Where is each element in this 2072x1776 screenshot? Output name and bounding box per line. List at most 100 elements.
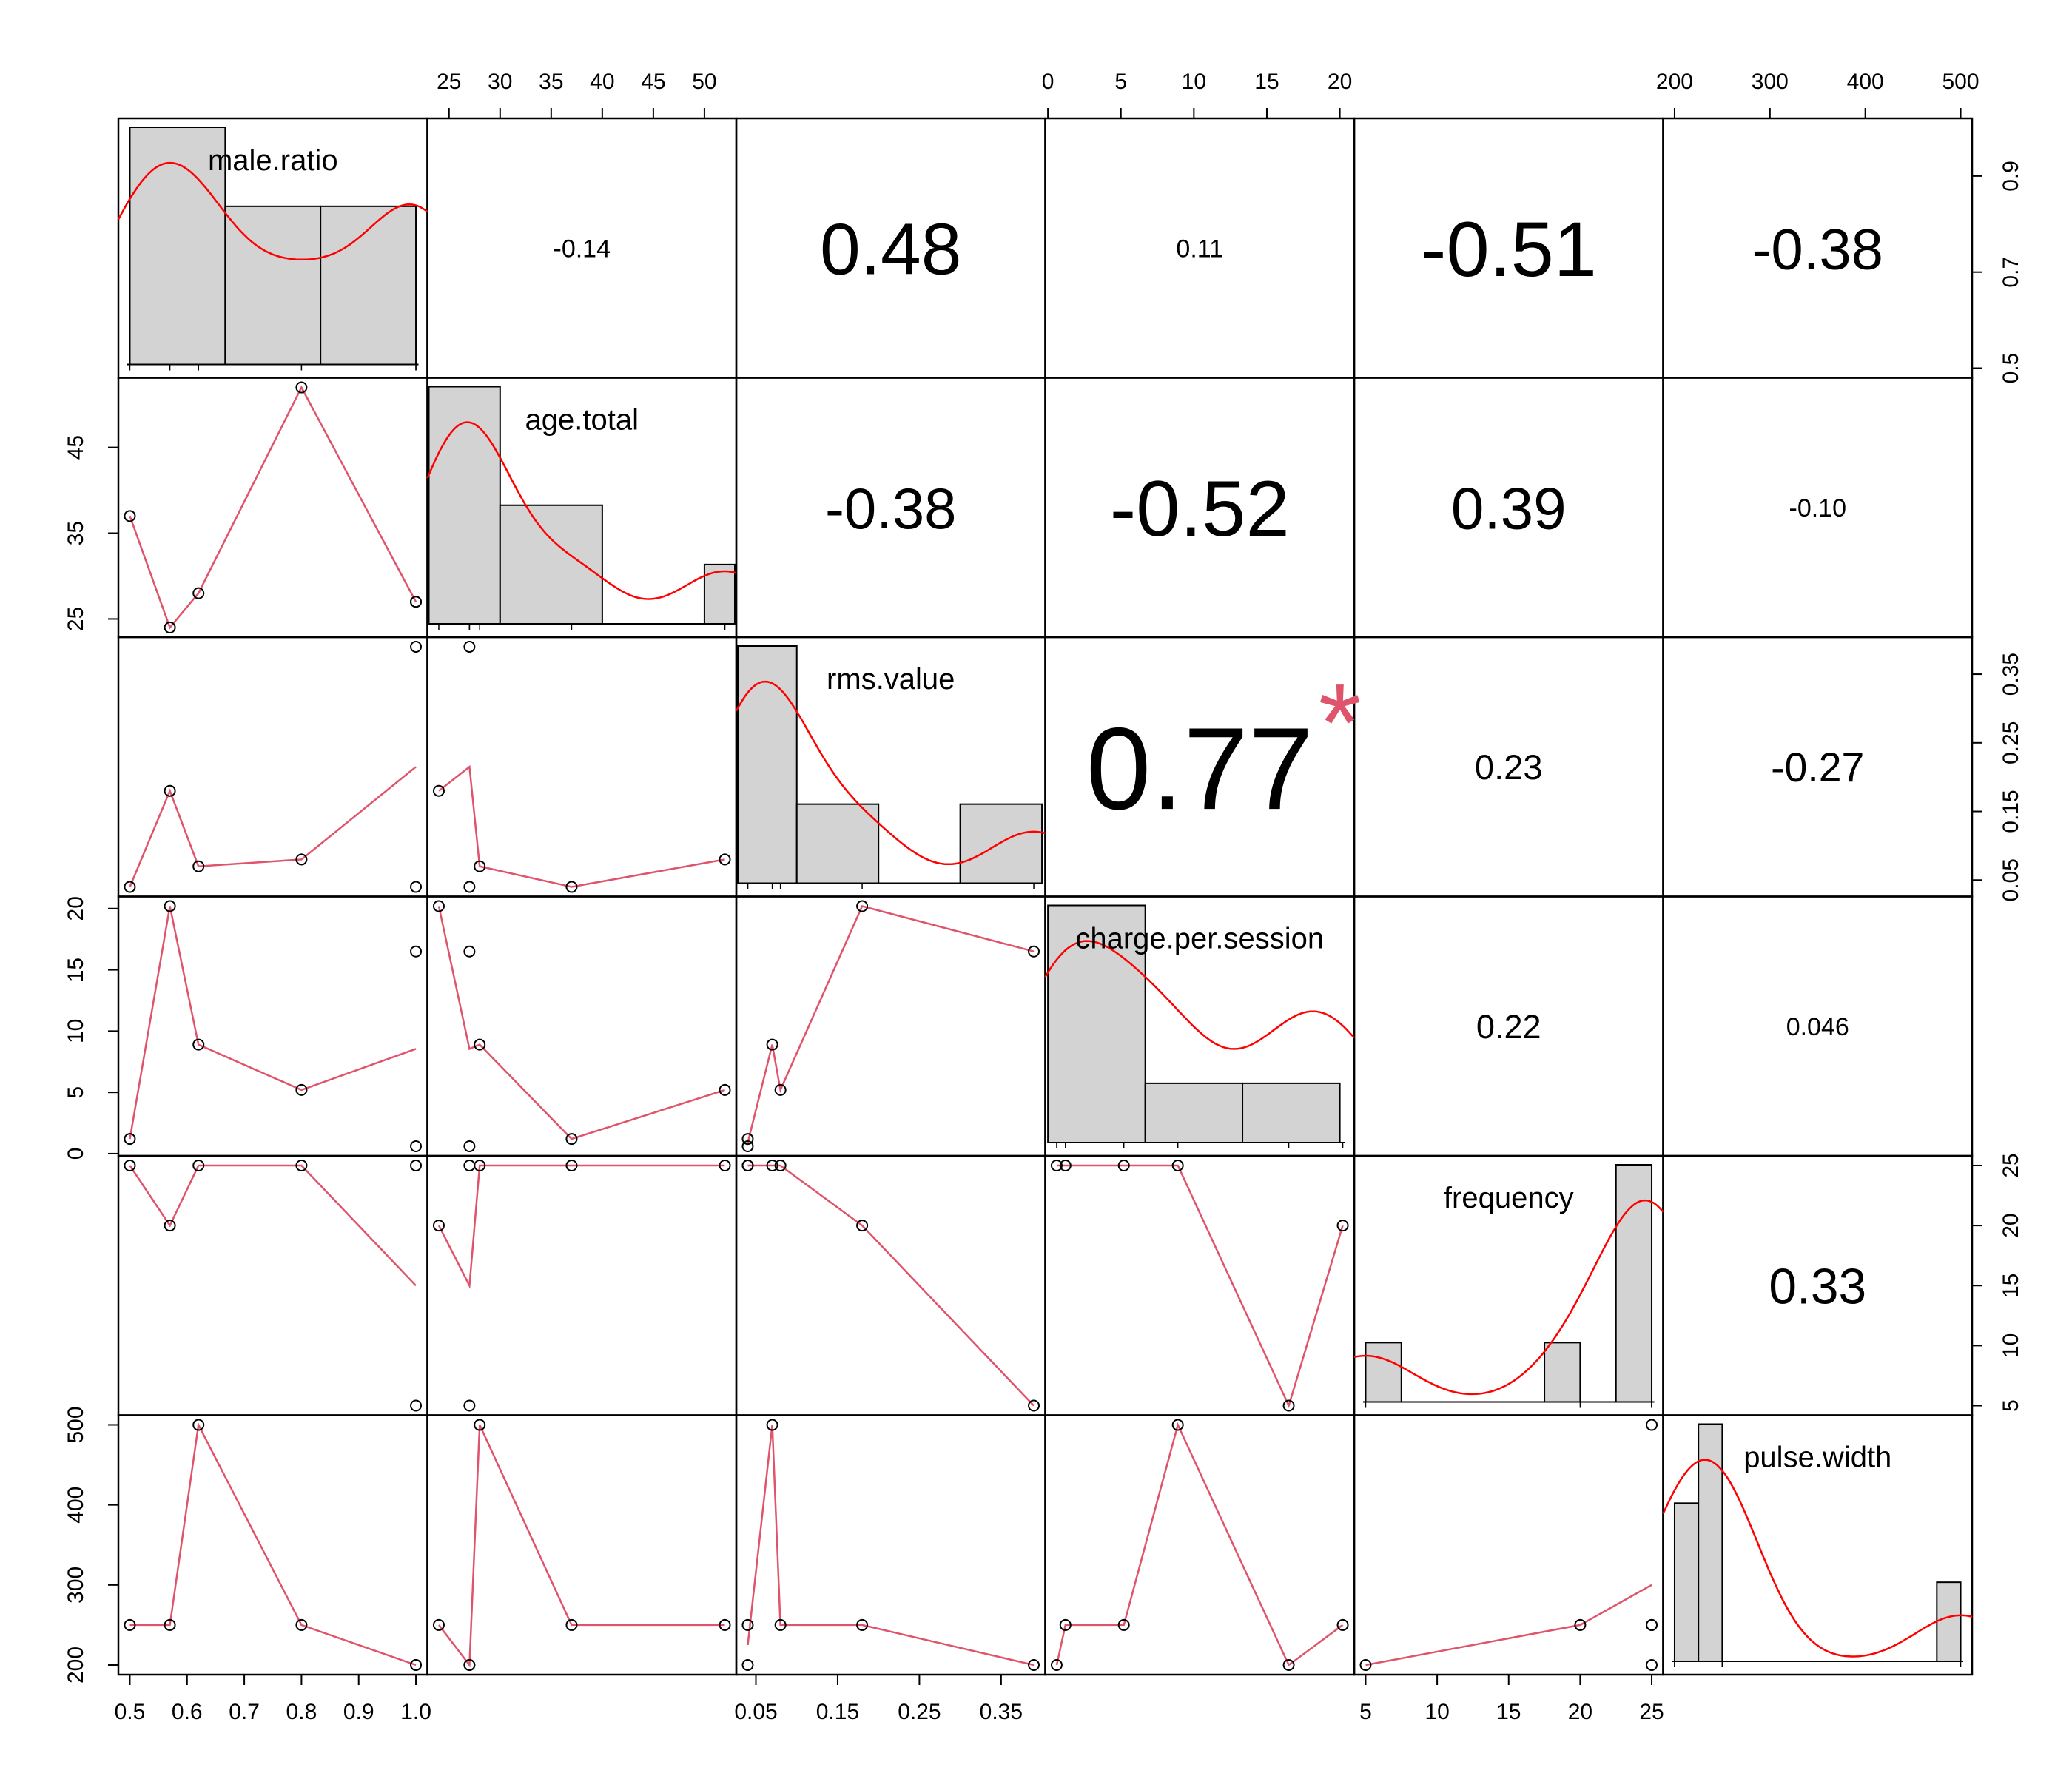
tick-label-charge.per.session: 10 [1182, 70, 1206, 94]
variable-label-pulse.width: pulse.width [1743, 1442, 1891, 1474]
scatter-point-frequency-male.ratio [410, 1159, 423, 1171]
scatter-point-frequency-male.ratio [124, 1159, 136, 1171]
histogram-bar-rms.value [796, 803, 880, 884]
tick-label-charge.per.session: 20 [64, 896, 88, 921]
tick-label-frequency: 25 [1639, 1700, 1664, 1724]
scatter-point-pulse.width-age.total [463, 1659, 476, 1672]
scatter-point-pulse.width-male.ratio [164, 1618, 176, 1631]
tick-label-charge.per.session: 5 [64, 1086, 88, 1099]
scatter-point-pulse.width-age.total [719, 1618, 731, 1631]
tick-label-pulse.width: 500 [1942, 70, 1980, 94]
tick-label-pulse.width: 400 [1847, 70, 1884, 94]
scatter-point-rms.value-age.total [719, 853, 731, 866]
fit-line-charge.per.session-age.total [437, 906, 725, 1140]
histogram-bar-male.ratio [129, 127, 226, 366]
tick-label-charge.per.session: 0 [1042, 70, 1054, 94]
scatter-point-charge.per.session-age.total [463, 1140, 476, 1153]
scatter-point-pulse.width-charge.per.session [1050, 1659, 1063, 1672]
scatter-point-frequency-rms.value [766, 1159, 778, 1171]
scatter-point-pulse.width-rms.value [774, 1618, 787, 1631]
fit-line-charge.per.session-male.ratio [129, 906, 417, 1140]
tick-label-rms.value: 0.15 [816, 1700, 859, 1724]
panel-charge.per.session-rms.value [735, 895, 1046, 1157]
tick-label-pulse.width: 500 [64, 1406, 88, 1443]
tick-label-frequency: 20 [1568, 1700, 1592, 1724]
scatter-point-charge.per.session-male.ratio [410, 945, 423, 958]
tick-label-age.total: 25 [437, 70, 461, 94]
scatter-point-pulse.width-charge.per.session [1171, 1419, 1184, 1431]
scatter-point-pulse.width-charge.per.session [1282, 1659, 1295, 1672]
tick-label-age.total: 45 [641, 70, 665, 94]
tick-label-age.total: 45 [64, 435, 88, 460]
density-curve-frequency [1353, 1199, 1664, 1396]
histogram-bar-charge.per.session [1242, 1082, 1341, 1143]
panel-pulse.width-frequency [1353, 1414, 1664, 1676]
fit-line-age.total-male.ratio [129, 385, 417, 630]
histogram-bar-male.ratio [320, 205, 417, 366]
density-curve-male.ratio [117, 161, 428, 261]
scatter-point-age.total-male.ratio [164, 622, 176, 634]
scatter-point-pulse.width-male.ratio [124, 1618, 136, 1631]
fit-line-frequency-charge.per.session [1057, 1164, 1344, 1409]
tick-label-male.ratio: 0.7 [1999, 257, 2023, 288]
scatter-point-rms.value-age.total [474, 860, 486, 872]
panel-layer [117, 117, 1974, 1676]
scatter-point-frequency-male.ratio [410, 1399, 423, 1412]
histogram-bar-frequency [1365, 1342, 1402, 1403]
tick-label-rms.value: 0.05 [734, 1700, 777, 1724]
scatter-point-frequency-male.ratio [295, 1159, 308, 1171]
scatter-point-pulse.width-age.total [474, 1419, 486, 1431]
correlation-value-age.total-pulse.width: -0.10 [1789, 494, 1847, 522]
panel-pulse.width-male.ratio [117, 1414, 428, 1676]
tick-label-frequency: 15 [1496, 1700, 1521, 1724]
variable-label-frequency: frequency [1444, 1182, 1574, 1214]
correlation-value-age.total-rms.value: -0.38 [825, 476, 957, 541]
scatter-point-frequency-charge.per.session [1059, 1159, 1072, 1171]
tick-label-rms.value: 0.25 [898, 1700, 941, 1724]
scatter-point-charge.per.session-age.total [432, 900, 445, 912]
variable-label-charge.per.session: charge.per.session [1075, 923, 1324, 955]
scatter-point-charge.per.session-rms.value [741, 1133, 754, 1146]
fit-line-charge.per.session-rms.value [747, 905, 1035, 1143]
scatter-point-pulse.width-male.ratio [410, 1659, 423, 1672]
panel-pulse.width-pulse.width [1662, 1414, 1974, 1676]
tick-label-frequency: 10 [1424, 1700, 1449, 1724]
tick-label-age.total: 25 [64, 607, 88, 631]
tick-label-rms.value: 0.35 [1999, 653, 2023, 696]
variable-label-rms.value: rms.value [827, 663, 955, 696]
scatter-point-pulse.width-charge.per.session [1059, 1618, 1072, 1631]
tick-label-pulse.width: 400 [64, 1487, 88, 1524]
variable-label-age.total: age.total [525, 404, 639, 437]
tick-label-rms.value: 0.05 [1999, 858, 2023, 901]
scatter-point-pulse.width-age.total [565, 1618, 578, 1631]
tick-label-pulse.width: 300 [64, 1567, 88, 1604]
histogram-bar-pulse.width [1673, 1502, 1700, 1663]
histogram-bar-age.total [499, 504, 603, 625]
scatter-point-charge.per.session-rms.value [766, 1038, 778, 1051]
scatter-point-frequency-rms.value [774, 1159, 787, 1171]
scatter-point-pulse.width-charge.per.session [1117, 1618, 1130, 1631]
scatter-point-frequency-age.total [565, 1159, 578, 1171]
panel-frequency-rms.value [735, 1154, 1046, 1416]
panel-rms.value-age.total [426, 636, 738, 898]
tick-label-rms.value: 0.35 [980, 1700, 1023, 1724]
tick-label-age.total: 40 [590, 70, 614, 94]
scatter-point-pulse.width-frequency [1359, 1659, 1372, 1672]
tick-label-male.ratio: 0.5 [115, 1700, 146, 1724]
tick-label-charge.per.session: 0 [64, 1148, 88, 1160]
histogram-bar-frequency [1544, 1342, 1581, 1403]
fit-line-pulse.width-charge.per.session [1055, 1422, 1344, 1666]
tick-label-age.total: 30 [488, 70, 512, 94]
scatter-point-rms.value-male.ratio [164, 784, 176, 797]
fit-line-pulse.width-age.total [438, 1424, 725, 1668]
scatter-point-pulse.width-frequency [1646, 1659, 1658, 1672]
marks-layer: male.ratio -0.14 0.48 0.11 -0.51 -0.38 age.tot… [117, 127, 1973, 1672]
tick-label-rms.value: 0.15 [1999, 790, 2023, 832]
scatter-point-frequency-rms.value [741, 1159, 754, 1171]
scatter-point-charge.per.session-age.total [474, 1038, 486, 1051]
scatter-point-pulse.width-rms.value [741, 1659, 754, 1672]
scatter-point-rms.value-age.total [463, 640, 476, 653]
tick-label-pulse.width: 200 [64, 1646, 88, 1684]
scatter-point-charge.per.session-male.ratio [164, 900, 176, 912]
scatter-point-pulse.width-rms.value [741, 1618, 754, 1631]
